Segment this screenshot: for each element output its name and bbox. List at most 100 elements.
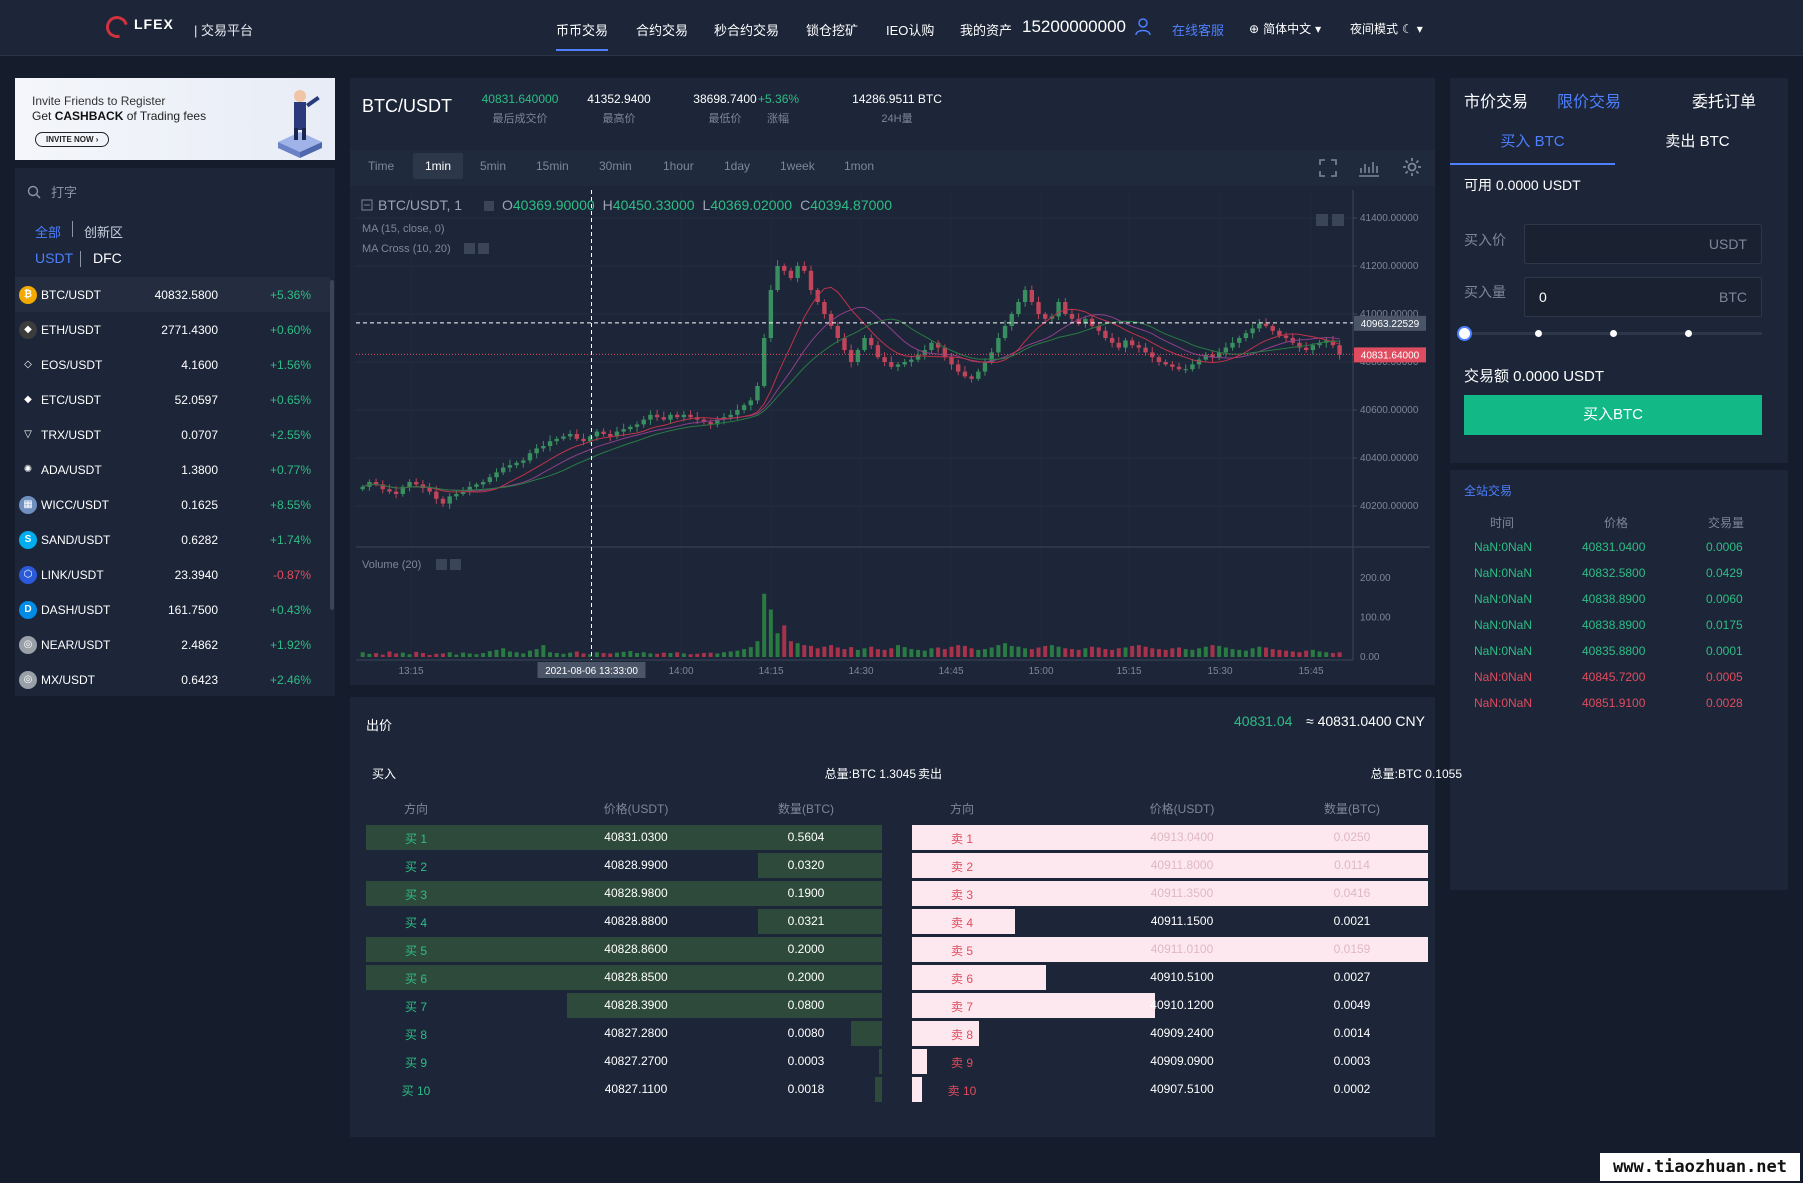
- indicator-close-icon[interactable]: [478, 243, 489, 254]
- nav-item-3[interactable]: 锁仓挖矿: [806, 23, 859, 38]
- volume-bar: [1250, 648, 1255, 657]
- user-icon[interactable]: [1135, 18, 1151, 36]
- buy-price-input[interactable]: USDT: [1524, 224, 1762, 264]
- collapse-legend-icon[interactable]: [361, 199, 373, 211]
- timeframe-Time[interactable]: Time: [368, 159, 395, 173]
- symbol-settings-icon[interactable]: [484, 201, 494, 211]
- depth-bar: [912, 853, 1428, 878]
- volume-bar: [715, 653, 720, 657]
- nav-item-5[interactable]: 我的资产: [960, 23, 1013, 38]
- timeframe-1mon[interactable]: 1mon: [844, 159, 875, 173]
- market-row[interactable]: D DASH/USDT 161.7500 +0.43%: [15, 592, 330, 627]
- timeframe-30min[interactable]: 30min: [599, 159, 632, 173]
- nav-item-4[interactable]: IEO认购: [886, 23, 935, 38]
- category-tab-innovation[interactable]: 创新区: [84, 225, 124, 240]
- buy-qty-input[interactable]: 0 BTC: [1524, 277, 1762, 317]
- candle: [654, 409, 660, 421]
- online-service-link[interactable]: 在线客服: [1172, 23, 1225, 38]
- sell-order-row[interactable]: 卖 9 40909.0900 0.0003: [912, 1049, 1428, 1074]
- sell-order-row[interactable]: 卖 7 40910.1200 0.0049: [912, 993, 1428, 1018]
- buy-order-row[interactable]: 买 3 40828.9800 0.1900: [366, 881, 882, 906]
- market-row[interactable]: ▽ TRX/USDT 0.0707 +2.55%: [15, 417, 330, 452]
- slider-stop-75[interactable]: [1685, 330, 1692, 337]
- sell-order-row[interactable]: 卖 4 40911.1500 0.0021: [912, 909, 1428, 934]
- volume-bar: [1317, 651, 1322, 657]
- market-list-scrollbar[interactable]: [330, 280, 334, 610]
- logo[interactable]: LFEX: [101, 11, 174, 43]
- market-search[interactable]: 打字: [27, 182, 77, 201]
- timeframe-1min[interactable]: 1min: [413, 153, 464, 179]
- buy-order-row[interactable]: 买 2 40828.9900 0.0320: [366, 853, 882, 878]
- chart-legend: BTC/USDT, 1 O40369.90000 H40450.33000 L403…: [361, 197, 1344, 571]
- market-row[interactable]: ▦ WICC/USDT 0.1625 +8.55%: [15, 487, 330, 522]
- buy-order-row[interactable]: 买 8 40827.2800 0.0080: [366, 1021, 882, 1046]
- order-qty: 0.0049: [1333, 998, 1371, 1012]
- language-selector[interactable]: ⊕ 简体中文 ▾: [1249, 20, 1321, 37]
- timeframe-1day[interactable]: 1day: [724, 159, 751, 173]
- buy-order-row[interactable]: 买 7 40828.3900 0.0800: [366, 993, 882, 1018]
- indicator-settings-icon[interactable]: [464, 243, 475, 254]
- candle: [480, 479, 486, 489]
- slider-stop-25[interactable]: [1535, 330, 1542, 337]
- scroll-left-icon[interactable]: [1316, 214, 1328, 226]
- sell-order-row[interactable]: 卖 10 40907.5100 0.0002: [912, 1077, 1428, 1102]
- volume-bar: [1090, 646, 1095, 657]
- market-row[interactable]: ◎ MX/USDT 0.6423 +2.46%: [15, 662, 330, 697]
- sell-order-row[interactable]: 卖 1 40913.0400 0.0250: [912, 825, 1428, 850]
- category-tab-all[interactable]: 全部: [35, 225, 62, 240]
- nav-item-1[interactable]: 合约交易: [636, 23, 689, 38]
- market-row[interactable]: ⬡ LINK/USDT 23.3940 -0.87%: [15, 557, 330, 592]
- nav-item-0[interactable]: 币币交易: [556, 20, 609, 51]
- timeframe-5min[interactable]: 5min: [480, 159, 507, 173]
- market-change: +5.36%: [269, 288, 311, 302]
- settings-gear-icon[interactable]: [1402, 157, 1422, 177]
- fullscreen-icon[interactable]: [1318, 158, 1338, 178]
- indicators-icon[interactable]: [1358, 158, 1380, 178]
- scroll-right-icon[interactable]: [1332, 214, 1344, 226]
- candlestick-chart[interactable]: 41400.00000 41200.00000 41000.00000 40800.0…: [356, 190, 1430, 680]
- timeframe-15min[interactable]: 15min: [536, 159, 569, 173]
- market-row[interactable]: ✺ ADA/USDT 1.3800 +0.77%: [15, 452, 330, 487]
- sell-order-row[interactable]: 卖 6 40910.5100 0.0027: [912, 965, 1428, 990]
- buy-btc-button[interactable]: 买入BTC: [1464, 395, 1762, 435]
- sell-order-row[interactable]: 卖 8 40909.2400 0.0014: [912, 1021, 1428, 1046]
- volume-close-icon[interactable]: [450, 559, 461, 570]
- volume-bar: [1163, 649, 1168, 657]
- candle: [875, 340, 881, 360]
- slider-stop-50[interactable]: [1610, 330, 1617, 337]
- volume-settings-icon[interactable]: [436, 559, 447, 570]
- market-row[interactable]: ◇ EOS/USDT 4.1600 +1.56%: [15, 347, 330, 382]
- side-tab-sell[interactable]: 卖出 BTC: [1665, 133, 1730, 150]
- amount-slider-handle[interactable]: [1457, 326, 1472, 341]
- tab-market-order[interactable]: 市价交易: [1464, 94, 1529, 111]
- tab-open-orders[interactable]: 委托订单: [1692, 94, 1757, 111]
- market-row[interactable]: ◆ ETH/USDT 2771.4300 +0.60%: [15, 312, 330, 347]
- tab-limit-order[interactable]: 限价交易: [1557, 94, 1622, 111]
- currency-tab-dfc[interactable]: DFC: [93, 250, 122, 266]
- timeframe-1hour[interactable]: 1hour: [663, 159, 694, 173]
- buy-order-row[interactable]: 买 9 40827.2700 0.0003: [366, 1049, 882, 1074]
- timeframe-1week[interactable]: 1week: [780, 159, 815, 173]
- buy-order-row[interactable]: 买 6 40828.8500 0.2000: [366, 965, 882, 990]
- side-tab-buy[interactable]: 买入 BTC: [1450, 130, 1615, 165]
- sell-order-row[interactable]: 卖 3 40911.3500 0.0416: [912, 881, 1428, 906]
- currency-tab-usdt[interactable]: USDT: [35, 250, 74, 266]
- invite-now-button[interactable]: INVITE NOW ›: [35, 132, 110, 147]
- night-mode-toggle[interactable]: 夜间模式 ☾ ▾: [1350, 20, 1423, 37]
- buy-order-row[interactable]: 买 4 40828.8800 0.0321: [366, 909, 882, 934]
- buy-order-row[interactable]: 买 1 40831.0300 0.5604: [366, 825, 882, 850]
- market-row[interactable]: ₿ BTC/USDT 40832.5800 +5.36%: [15, 277, 330, 312]
- sell-order-row[interactable]: 卖 2 40911.8000 0.0114: [912, 853, 1428, 878]
- buy-order-row[interactable]: 买 5 40828.8600 0.2000: [366, 937, 882, 962]
- trade-time: NaN:0NaN: [1474, 644, 1533, 658]
- sell-order-row[interactable]: 卖 5 40911.0100 0.0159: [912, 937, 1428, 962]
- invite-banner[interactable]: Invite Friends to Register Get CASHBACK …: [15, 78, 335, 160]
- nav-item-2[interactable]: 秒合约交易: [714, 23, 780, 38]
- market-row[interactable]: S SAND/USDT 0.6282 +1.74%: [15, 522, 330, 557]
- buy-order-row[interactable]: 买 10 40827.1100 0.0018: [366, 1077, 882, 1102]
- account-phone[interactable]: 15200000000: [1022, 17, 1127, 36]
- market-row[interactable]: ◎ NEAR/USDT 2.4862 +1.92%: [15, 627, 330, 662]
- market-row[interactable]: ◆ ETC/USDT 52.0597 +0.65%: [15, 382, 330, 417]
- search-input[interactable]: 打字: [51, 185, 78, 200]
- volume-bar: [976, 649, 981, 657]
